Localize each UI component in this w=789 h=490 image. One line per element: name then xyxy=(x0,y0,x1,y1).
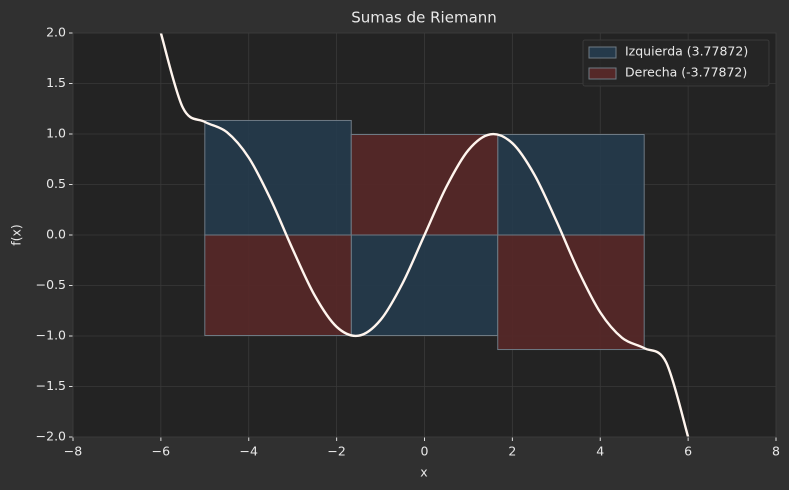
y-tick-label: 0.5 xyxy=(46,176,66,191)
x-axis-label: x xyxy=(420,465,427,480)
legend-label: Izquierda (3.77872) xyxy=(625,44,748,59)
y-tick-label: 1.5 xyxy=(46,75,66,90)
x-tick-label: −2 xyxy=(327,444,345,459)
y-tick-label: −2.0 xyxy=(36,429,66,444)
plot-frame xyxy=(72,32,777,438)
riemann-rect xyxy=(350,134,499,236)
riemann-rect xyxy=(204,234,352,336)
y-tick-label: 2.0 xyxy=(46,25,66,40)
riemann-rect xyxy=(497,134,645,236)
y-tick-label: −1.5 xyxy=(36,378,66,393)
chart-title: Sumas de Riemann xyxy=(351,9,497,27)
y-tick-label: −1.0 xyxy=(36,328,66,343)
y-tick-label: 0.0 xyxy=(46,227,66,242)
y-axis-label: f(x) xyxy=(9,224,24,246)
x-tick-label: −6 xyxy=(152,444,170,459)
x-tick-label: −8 xyxy=(64,444,82,459)
x-tick-label: 0 xyxy=(421,444,429,459)
riemann-rect xyxy=(350,234,499,336)
y-tick-label: 1.0 xyxy=(46,126,66,141)
x-tick-label: 8 xyxy=(772,444,780,459)
legend-label: Derecha (-3.77872) xyxy=(625,65,747,80)
legend-swatch xyxy=(588,67,617,80)
y-tick-label: −0.5 xyxy=(36,277,66,292)
x-tick-label: 4 xyxy=(596,444,604,459)
legend-box xyxy=(582,39,770,87)
function-curve xyxy=(159,33,690,437)
x-tick-label: 6 xyxy=(684,444,692,459)
legend-swatch xyxy=(588,46,617,59)
x-tick-label: −4 xyxy=(240,444,258,459)
x-tick-label: 2 xyxy=(508,444,516,459)
